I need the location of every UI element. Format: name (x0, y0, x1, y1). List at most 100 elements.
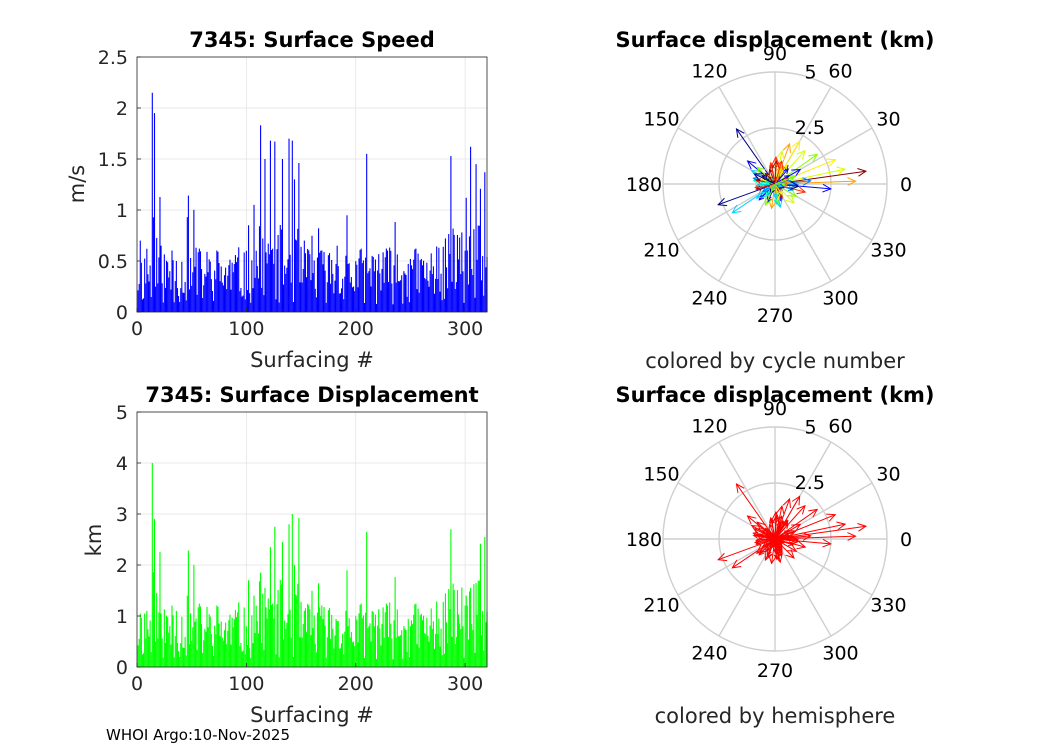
arrow-head (771, 510, 781, 521)
arrow-head (753, 173, 764, 182)
x-axis-label: Surfacing # (250, 348, 374, 372)
x-tick-label: 200 (338, 318, 374, 340)
angle-label: 210 (643, 595, 679, 617)
arrow-small (774, 521, 784, 540)
y-tick-label: 3 (116, 504, 128, 526)
arrow-head (775, 194, 781, 201)
arrow-head (755, 185, 762, 191)
arrow-head (755, 189, 766, 199)
arrow-head (787, 188, 798, 197)
arrow-head (789, 536, 800, 545)
arrow-head (782, 497, 791, 509)
arrow-small (774, 536, 790, 540)
arrow-head (782, 142, 791, 154)
arrow-small (774, 183, 777, 200)
y-axis-label: m/s (65, 165, 89, 203)
arrow-head (758, 194, 765, 201)
y-tick-label: 0.5 (98, 251, 128, 273)
arrow-head (784, 180, 791, 186)
arrow-head (796, 185, 807, 195)
arrow-head (790, 175, 797, 181)
arrow-head (768, 199, 777, 210)
polar-plot-hemisphere: 0 30 60 90 120 150 180 210 240 270 300 330 2.5 5 Surf… (615, 383, 934, 728)
arrow-head (731, 204, 742, 214)
arrow-head (802, 532, 812, 541)
arrow-head (785, 549, 795, 559)
y-tick-label: 1 (116, 606, 128, 628)
range-label: 5 (804, 62, 816, 84)
arrow-head (826, 513, 837, 522)
arrow-head (776, 537, 783, 543)
y-tick-label: 2.5 (98, 47, 128, 69)
arrow-head (777, 188, 783, 195)
chart-caption: colored by hemisphere (655, 704, 896, 728)
arrow-head (731, 559, 742, 569)
arrow-head (774, 198, 783, 209)
arrow-head (847, 532, 857, 541)
bars (137, 463, 488, 667)
arrow-small (774, 538, 782, 542)
x-tick-label: 0 (131, 673, 143, 695)
y-tick-label: 1 (116, 200, 128, 222)
arrow-head (775, 553, 781, 561)
arrow-head (796, 149, 806, 160)
arrow-head (774, 553, 783, 564)
arrow-head (758, 549, 765, 556)
arrow-head (717, 197, 728, 207)
surface-speed-chart: 0 100 200 300 0 0.5 1 1.5 2 2.5 7345: Surface Spe… (65, 28, 488, 372)
arrow-head (768, 554, 777, 565)
x-axis-label: Surfacing # (250, 703, 374, 727)
range-label: 2.5 (795, 472, 825, 494)
chart-caption: colored by cycle number (645, 349, 905, 373)
angle-label: 90 (763, 398, 787, 420)
arrow-small (774, 183, 782, 187)
arrow-head (771, 155, 781, 166)
arrow-head (808, 153, 819, 163)
arrow-head (771, 159, 781, 170)
arrow-head (761, 187, 768, 193)
angle-label: 330 (870, 595, 906, 617)
arrow-small (754, 528, 776, 540)
angle-label: 120 (691, 61, 727, 83)
arrow-head (776, 150, 785, 160)
arrow-small (774, 161, 783, 185)
angle-label: 300 (822, 287, 858, 309)
ticks: 0 100 200 300 0 0.5 1 1.5 2 2.5 (98, 47, 483, 340)
chart-title: Surface displacement (km) (615, 383, 934, 407)
arrow-head (783, 168, 789, 175)
arrow (774, 509, 818, 540)
arrow-head (802, 177, 812, 186)
angle-label: 60 (828, 61, 852, 83)
arrow-head (773, 194, 779, 201)
arrow-head (746, 515, 757, 525)
x-tick-label: 100 (228, 318, 264, 340)
arrows (717, 483, 868, 569)
angle-label: 210 (643, 240, 679, 262)
arrow-small (774, 175, 796, 185)
arrow-small (774, 166, 784, 185)
surface-displacement-chart: 0 100 200 300 0 1 2 3 4 5 7345: Surface Displacem… (82, 383, 488, 727)
arrow-head (756, 166, 766, 176)
arrow-head (784, 535, 791, 541)
range-label: 2.5 (795, 117, 825, 139)
arrow-head (771, 514, 781, 525)
arrow-small (774, 538, 783, 550)
arrow-head (775, 160, 784, 171)
y-axis-label: km (82, 524, 106, 557)
arrow-head (787, 543, 798, 552)
arrow-head (789, 180, 799, 189)
arrow-head (764, 551, 773, 562)
arrow-head (857, 167, 868, 177)
arrow-head (768, 161, 775, 168)
arrow-head (836, 521, 847, 531)
arrow-head (777, 543, 783, 550)
arrow-head (796, 504, 806, 515)
x-tick-label: 300 (447, 318, 483, 340)
arrow-head (796, 540, 807, 550)
chart-title: 7345: Surface Displacement (145, 383, 478, 407)
arrow-head (746, 160, 757, 170)
arrow-head (782, 164, 788, 171)
y-tick-label: 2 (116, 98, 128, 120)
arrow (771, 183, 776, 209)
